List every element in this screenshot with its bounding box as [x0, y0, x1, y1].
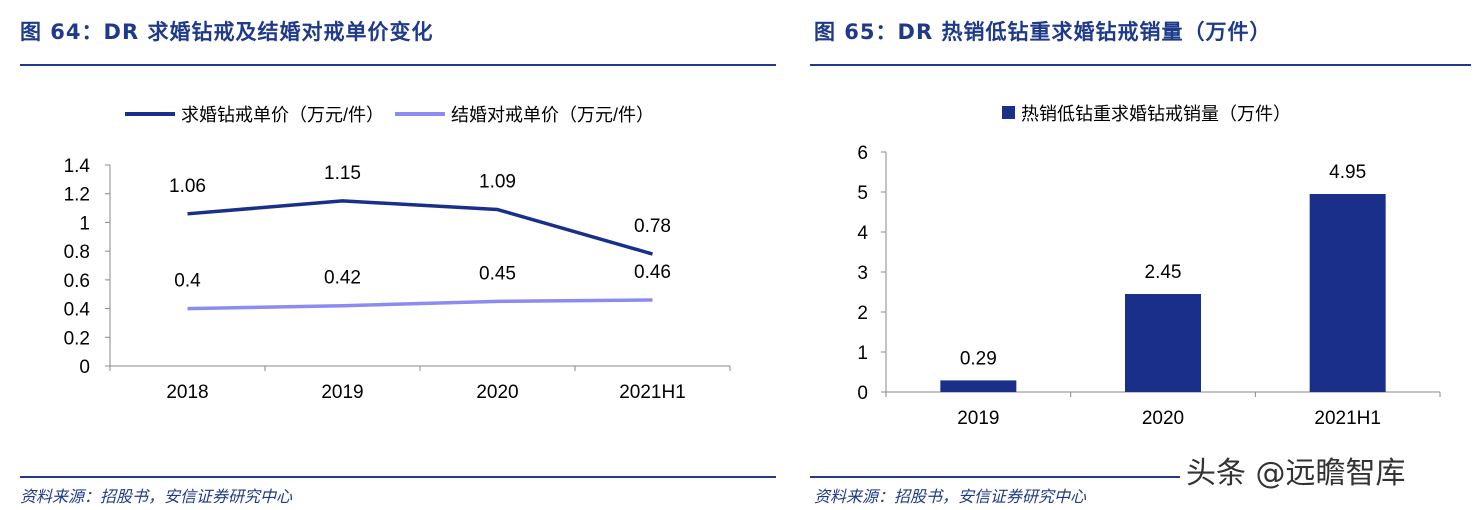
- y-tick-label: 5: [857, 183, 868, 204]
- y-tick-label: 0.2: [64, 328, 90, 349]
- right-top-rule: [810, 64, 1471, 66]
- legend-label: 结婚对戒单价（万元/件）: [451, 105, 654, 125]
- data-label: 0.29: [960, 348, 997, 369]
- left-source-note: 资料来源：招股书，安信证券研究中心: [20, 487, 293, 506]
- y-tick-label: 1: [857, 343, 868, 364]
- data-label: 0.78: [634, 216, 671, 237]
- y-tick-label: 0.4: [64, 300, 91, 321]
- bar: [940, 380, 1017, 392]
- right-figure-panel: 图 65：DR 热销低钻重求婚钻戒销量（万件） 0 1 2 3 4 5 6 2019 2020 2…: [800, 0, 1481, 510]
- bar: [1125, 294, 1201, 392]
- x-tick-label: 2021H1: [619, 382, 686, 403]
- y-tick-label: 0: [79, 357, 90, 378]
- legend-label: 热销低钻重求婚钻戒销量（万件）: [1021, 104, 1291, 124]
- x-tick-label: 2020: [1142, 408, 1184, 429]
- y-tick-label: 4: [857, 223, 868, 244]
- data-label: 4.95: [1329, 162, 1366, 183]
- x-tick-label: 2018: [166, 382, 208, 403]
- data-label: 1.06: [169, 176, 206, 197]
- x-tick-label: 2020: [476, 382, 518, 403]
- watermark: 头条 @远瞻智库: [1186, 456, 1406, 491]
- data-label: 0.4: [174, 271, 201, 292]
- data-label: 2.45: [1145, 262, 1182, 283]
- series-line-1: [187, 199, 653, 256]
- data-label: 0.46: [634, 262, 671, 283]
- series-line-2: [187, 298, 653, 311]
- y-tick-label: 1.4: [64, 156, 91, 177]
- y-tick-label: 0.8: [64, 242, 90, 263]
- data-label: 0.45: [479, 263, 516, 284]
- legend-label: 求婚钻戒单价（万元/件）: [181, 105, 384, 125]
- x-tick-label: 2021H1: [1314, 408, 1381, 429]
- y-tick-label: 1: [79, 213, 90, 234]
- right-figure-title: 图 65：DR 热销低钻重求婚钻戒销量（万件）: [814, 20, 1272, 44]
- left-figure-panel: 图 64：DR 求婚钻戒及结婚对戒单价变化 0 0.2 0.4 0.6 0.8 1 1.2 1…: [20, 20, 776, 506]
- y-tick-label: 0: [857, 383, 868, 404]
- line-chart: 0 0.2 0.4 0.6 0.8 1 1.2 1.4 2018 2019 2020 2021H1 1.…: [64, 105, 731, 403]
- y-tick-label: 1.2: [64, 185, 90, 206]
- y-tick-label: 6: [857, 143, 868, 164]
- data-label: 1.15: [324, 163, 361, 184]
- left-top-rule: [20, 64, 776, 66]
- right-bottom-rule: [810, 476, 1180, 478]
- right-source-note: 资料来源：招股书，安信证券研究中心: [814, 487, 1087, 506]
- legend-swatch: [1002, 106, 1015, 119]
- y-tick-label: 2: [857, 303, 868, 324]
- left-bottom-rule: [20, 476, 776, 478]
- bar: [1309, 194, 1386, 392]
- y-tick-label: 0.6: [64, 271, 90, 292]
- x-tick-label: 2019: [321, 382, 363, 403]
- data-label: 1.09: [479, 172, 516, 193]
- x-tick-label: 2019: [957, 408, 999, 429]
- bar-chart: 0 1 2 3 4 5 6 2019 2020 2021H1 0.29 2.45 4.95 热销低钻重求婚…: [857, 104, 1441, 429]
- data-label: 0.42: [324, 268, 361, 289]
- y-tick-label: 3: [857, 263, 868, 284]
- left-figure-title: 图 64：DR 求婚钻戒及结婚对戒单价变化: [20, 20, 434, 44]
